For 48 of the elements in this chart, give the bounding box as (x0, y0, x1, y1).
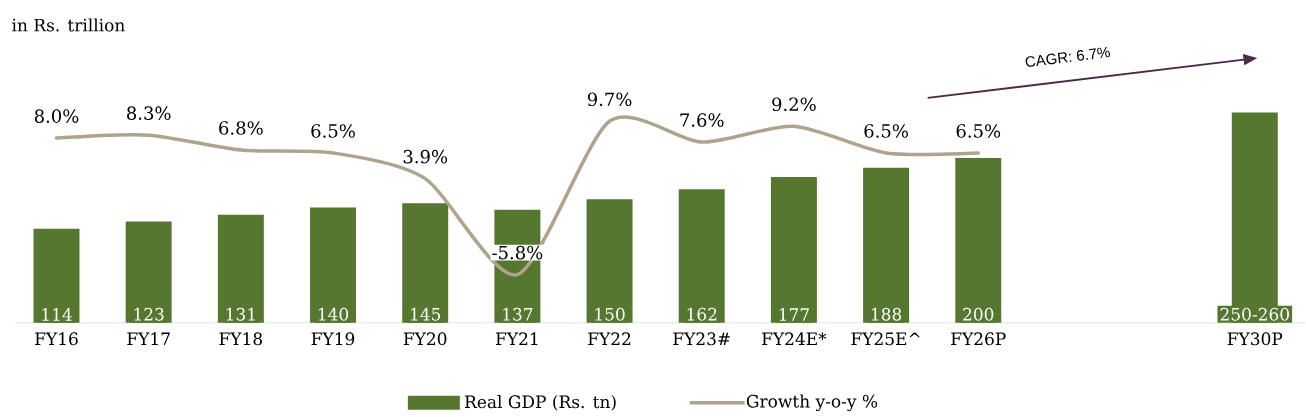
x-tick-label: FY25E^ (851, 332, 920, 346)
bar (586, 199, 633, 323)
bar (955, 157, 1002, 323)
data-label: 177 (779, 308, 809, 321)
data-label: 6.5% (956, 124, 1001, 138)
data-label: 9.2% (772, 97, 816, 112)
x-tick-label: FY16 (35, 332, 78, 346)
data-label: 200 (963, 307, 994, 321)
bar (678, 189, 725, 323)
x-tick-label: FY19 (311, 332, 355, 346)
data-label: 6.5% (311, 124, 355, 138)
data-label: 8.3% (127, 106, 171, 121)
data-label: 9.7% (587, 92, 632, 107)
data-label: 250-260 (1220, 307, 1289, 321)
x-tick-label: FY23# (673, 332, 730, 346)
legend-label: Growth y-o-y % (746, 394, 878, 412)
data-label: 162 (687, 307, 717, 321)
data-label: 7.6% (680, 113, 724, 127)
data-label: 123 (134, 307, 164, 321)
x-tick-label: FY22 (588, 332, 631, 346)
data-label: 114 (42, 308, 72, 321)
legend-label: Real GDP (Rs. tn) (464, 395, 616, 411)
data-label: 8.0% (34, 109, 79, 123)
data-label: 137 (503, 307, 533, 321)
data-label: -5.8% (492, 245, 543, 260)
bar (125, 221, 172, 323)
bar (310, 207, 357, 323)
data-label: 3.9% (403, 149, 448, 164)
y-axis-title: in Rs. trillion (12, 18, 125, 32)
data-label: 131 (226, 307, 255, 321)
bar (770, 176, 817, 323)
bar (402, 203, 449, 323)
text: CAGR: 6.7% (1025, 47, 1110, 67)
data-label: 6.8% (219, 121, 263, 135)
x-tick-label: FY18 (219, 332, 263, 346)
bar (217, 214, 264, 323)
x-tick-label: FY24E* (762, 332, 827, 346)
data-label: 6.5% (864, 124, 908, 138)
x-tick-label: FY20 (403, 332, 447, 346)
x-tick-label: FY21 (496, 332, 538, 346)
x-tick-label: FY30P (1227, 332, 1283, 346)
x-tick-label: FY26P (951, 332, 1006, 346)
data-label: 140 (318, 307, 349, 321)
data-label: 188 (871, 307, 902, 321)
data-label: 145 (411, 307, 441, 321)
data-label: 150 (595, 307, 625, 321)
x-tick-label: FY17 (127, 332, 170, 346)
bar (863, 167, 910, 323)
